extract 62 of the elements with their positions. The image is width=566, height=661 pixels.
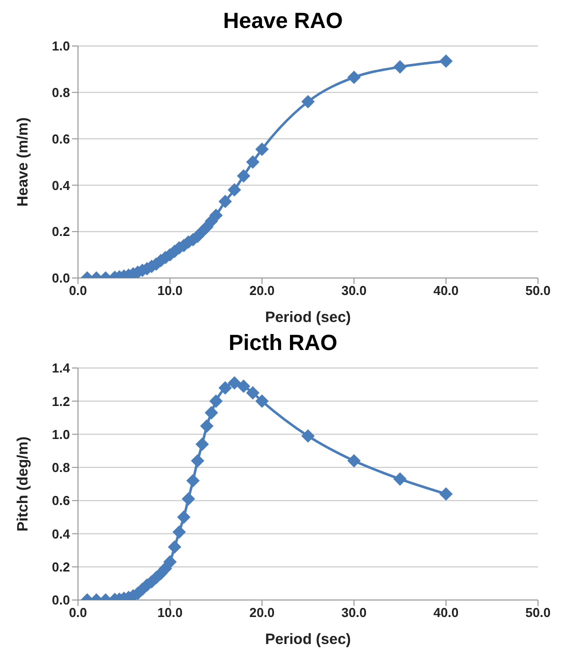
y-tick-label: 1.2 [52,394,70,409]
x-tick-label: 10.0 [157,283,183,298]
point [228,183,241,196]
point [204,406,218,420]
y-tick-label: 0.8 [52,460,70,476]
x-tick-label: 30.0 [341,605,367,620]
y-tick-label: 1.0 [52,38,70,54]
x-tick-label: 50.0 [525,605,551,620]
point [210,208,222,222]
point [218,381,232,394]
point [256,142,268,156]
chart-title: Heave RAO [222,8,344,35]
point [237,380,250,393]
x-axis-title: Period (sec) [265,631,351,648]
y-axis-title: Heave (m/m) [14,117,32,207]
x-tick-label: 30.0 [341,283,367,298]
point [302,95,314,108]
x-tick-label: 0.0 [68,283,88,298]
x-tick-label: 50.0 [525,283,551,298]
point [191,454,204,468]
x-tick-label: 10.0 [157,605,183,620]
y-tick-label: 0.8 [52,85,70,100]
point [246,386,260,400]
y-tick-label: 0.4 [52,526,71,542]
point [228,376,241,390]
y-tick-label: 0.6 [52,493,70,508]
point [186,474,200,488]
y-tick-label: 0.0 [52,270,70,286]
point [256,394,268,408]
point [210,394,222,408]
point [246,156,260,168]
point [218,194,232,208]
x-axis-title: Period (sec) [265,309,351,326]
y-tick-label: 1.4 [52,360,71,376]
point [196,438,209,451]
point [164,555,176,568]
point [172,526,186,539]
point [348,454,360,468]
y-tick-label: 0.0 [52,592,70,608]
y-tick-label: 1.0 [52,426,70,442]
point [182,492,195,506]
y-tick-label: 0.4 [52,178,71,193]
x-tick-label: 20.0 [249,283,275,298]
point [440,487,452,500]
point [348,70,360,84]
x-tick-label: 40.0 [433,283,459,298]
x-tick-label: 0.0 [68,605,88,620]
point [440,54,452,68]
y-axis-title: Pitch (deg/m) [14,436,32,532]
point [394,60,406,74]
x-tick-label: 20.0 [249,605,275,620]
point [237,169,250,182]
point [200,420,214,432]
y-tick-label: 0.2 [52,559,70,574]
y-tick-label: 0.6 [52,131,70,146]
y-tick-label: 0.2 [52,224,70,240]
chart-title: Picth RAO [228,330,338,357]
x-tick-label: 40.0 [433,605,459,620]
point [168,540,182,554]
point [394,472,406,486]
point [177,510,190,524]
point [302,429,314,442]
